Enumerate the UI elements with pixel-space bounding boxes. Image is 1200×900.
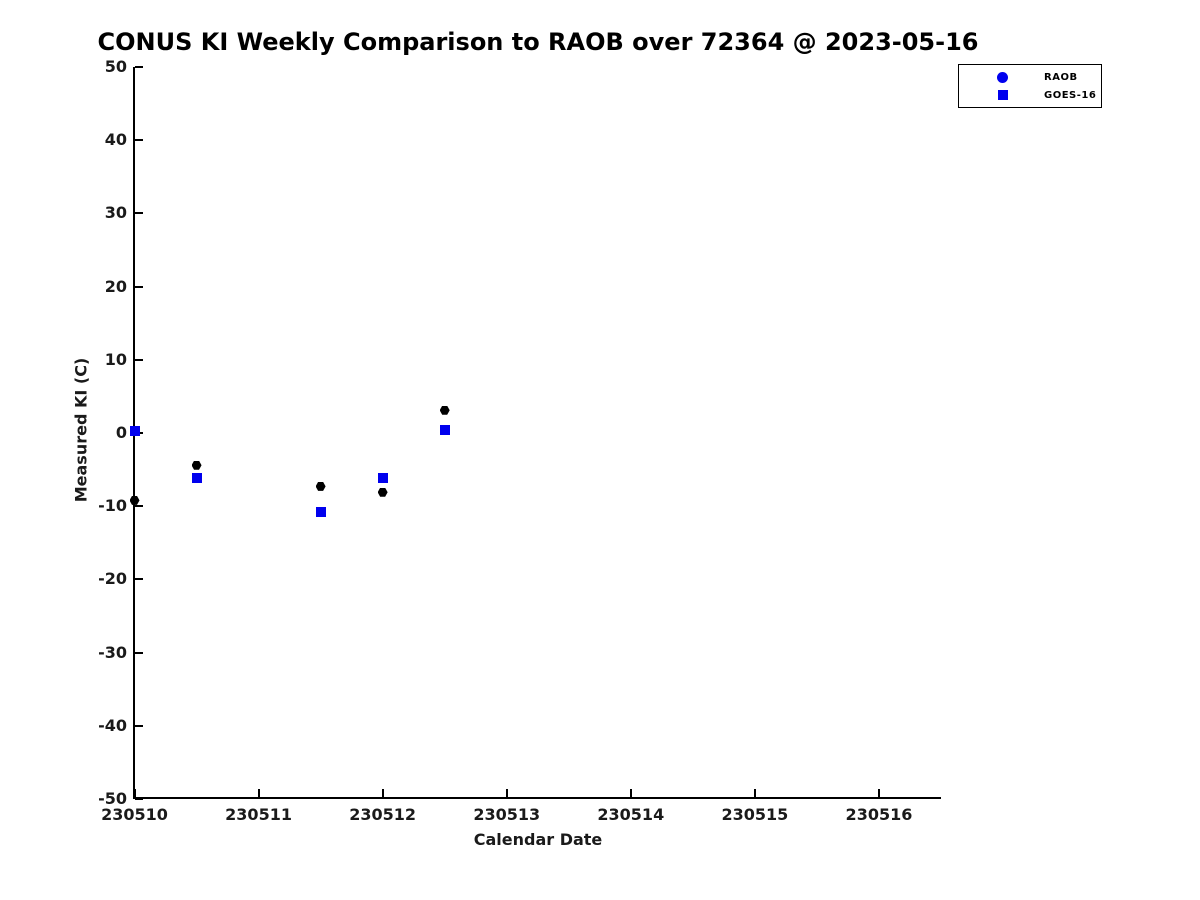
x-tick-label: 230514 bbox=[597, 805, 665, 824]
y-tick-label: 10 bbox=[104, 349, 127, 369]
x-tick-mark bbox=[257, 789, 260, 797]
x-tick-mark bbox=[877, 789, 880, 797]
y-tick-label: -40 bbox=[98, 715, 127, 735]
goes16-point bbox=[191, 472, 202, 483]
legend-item-raob: RAOB bbox=[959, 70, 1101, 84]
chart-title: CONUS KI Weekly Comparison to RAOB over … bbox=[97, 28, 979, 56]
y-tick-label: 30 bbox=[104, 203, 127, 223]
y-tick-label: 20 bbox=[104, 276, 127, 296]
x-tick-mark bbox=[753, 789, 756, 797]
raob-point bbox=[439, 405, 450, 415]
x-tick-label: 230513 bbox=[473, 805, 541, 824]
y-tick-mark bbox=[135, 212, 143, 215]
x-tick-mark bbox=[629, 789, 632, 797]
raob-point bbox=[377, 487, 388, 497]
y-tick-label: 0 bbox=[115, 423, 127, 442]
legend-label-raob: RAOB bbox=[1044, 71, 1078, 83]
x-tick-label: 230516 bbox=[845, 805, 913, 824]
y-tick-label: -50 bbox=[98, 789, 127, 808]
legend-item-goes16: GOES-16 bbox=[959, 88, 1101, 102]
y-tick-mark bbox=[135, 651, 143, 654]
y-tick-mark bbox=[135, 578, 143, 581]
raob-point bbox=[191, 460, 202, 470]
legend: RAOB GOES-16 bbox=[958, 64, 1102, 108]
y-tick-label: -10 bbox=[98, 496, 127, 516]
raob-point bbox=[129, 495, 140, 505]
x-tick-mark bbox=[381, 789, 384, 797]
goes16-point bbox=[315, 507, 326, 518]
raob-point bbox=[315, 481, 326, 491]
y-tick-mark bbox=[135, 139, 143, 142]
y-tick-label: 50 bbox=[104, 57, 127, 76]
y-tick-mark bbox=[135, 285, 143, 288]
x-tick-label: 230511 bbox=[225, 805, 292, 824]
circle-icon bbox=[997, 71, 1008, 83]
y-tick-mark bbox=[135, 505, 143, 508]
y-tick-mark bbox=[135, 358, 143, 361]
y-tick-label: 40 bbox=[104, 130, 127, 150]
y-tick-mark bbox=[135, 66, 143, 68]
x-tick-label: 230515 bbox=[721, 805, 789, 824]
goes16-point bbox=[129, 425, 140, 436]
square-icon bbox=[998, 90, 1008, 100]
x-tick-label: 230510 bbox=[101, 805, 168, 824]
y-tick-label: -30 bbox=[98, 642, 127, 662]
legend-label-goes16: GOES-16 bbox=[1044, 89, 1097, 101]
x-tick-mark bbox=[505, 789, 508, 797]
x-tick-mark bbox=[133, 789, 136, 797]
goes16-point bbox=[377, 472, 388, 483]
x-tick-label: 230512 bbox=[349, 805, 417, 824]
y-tick-mark bbox=[135, 798, 143, 800]
x-axis-label: Calendar Date bbox=[473, 830, 603, 849]
y-tick-mark bbox=[135, 724, 143, 727]
goes16-point bbox=[439, 425, 450, 436]
plot-area bbox=[133, 67, 941, 799]
y-tick-label: -20 bbox=[98, 569, 127, 589]
